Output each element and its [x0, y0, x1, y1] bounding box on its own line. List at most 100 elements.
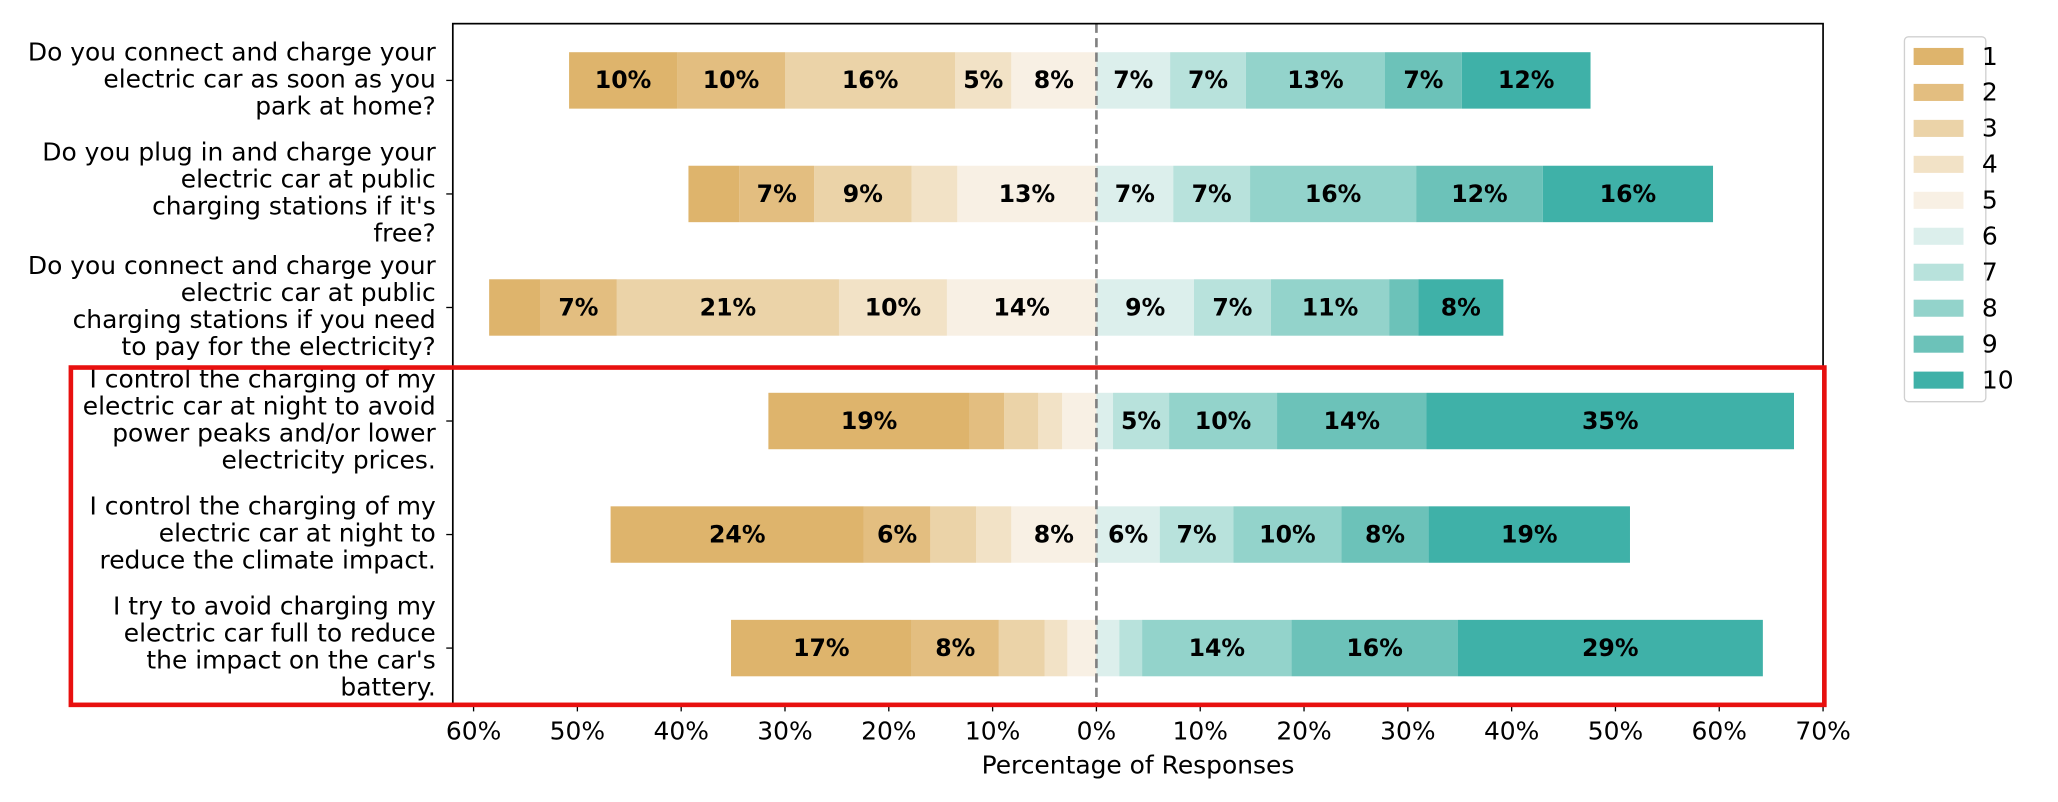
legend-label: 1 [1982, 42, 1998, 71]
x-tick-label: 10% [1173, 716, 1228, 745]
data-label: 16% [1305, 180, 1362, 208]
bar-segment [1418, 279, 1504, 336]
bar-segment [688, 165, 740, 223]
bar-segment [975, 506, 1012, 563]
bar-segment [1119, 619, 1143, 677]
bar-segment [540, 279, 617, 336]
data-label: 7% [1177, 520, 1217, 548]
bar-segment [1096, 506, 1160, 563]
data-label: 5% [963, 66, 1003, 94]
legend-label: 8 [1982, 294, 1998, 323]
bar-segment [1011, 506, 1097, 563]
bar-segment [784, 52, 956, 109]
legend-label: 7 [1982, 258, 1998, 287]
x-tick-label: 50% [1588, 716, 1643, 745]
bar-segment [1011, 52, 1097, 109]
data-label: 11% [1302, 293, 1359, 321]
bar-segment [739, 165, 815, 223]
data-label: 7% [1403, 66, 1443, 94]
legend-swatch [1913, 299, 1964, 317]
data-label: 29% [1582, 634, 1639, 662]
data-label: 8% [1034, 520, 1074, 548]
y-tick-label: I control the charging of my electric car… [90, 492, 436, 575]
x-tick-label: 30% [757, 716, 812, 745]
legend-label: 6 [1982, 222, 1998, 251]
data-label: 35% [1582, 407, 1639, 435]
bar-segment [1096, 279, 1194, 336]
data-label: 14% [1324, 407, 1381, 435]
bar-segment [1245, 52, 1385, 109]
bar-segment [1170, 52, 1246, 109]
data-label: 19% [841, 407, 898, 435]
data-label: 12% [1451, 180, 1508, 208]
data-label: 8% [1365, 520, 1405, 548]
legend-label: 3 [1982, 114, 1998, 143]
bar-segment [814, 165, 912, 223]
data-label: 10% [1195, 407, 1252, 435]
data-label: 9% [843, 180, 883, 208]
data-label: 7% [1212, 293, 1252, 321]
bar-segment [1389, 279, 1419, 336]
data-label: 14% [993, 293, 1050, 321]
data-label: 13% [999, 180, 1056, 208]
x-tick-label: 10% [965, 716, 1020, 745]
data-label: 7% [1115, 180, 1155, 208]
bar-segment [1159, 506, 1234, 563]
data-label: 24% [709, 520, 766, 548]
bar-segment [569, 52, 678, 109]
bar-segment [1096, 52, 1171, 109]
data-label: 6% [1108, 520, 1148, 548]
bar-segment [1341, 506, 1429, 563]
bar-segment [677, 52, 785, 109]
legend-swatch [1913, 191, 1964, 209]
legend-swatch [1913, 335, 1964, 353]
data-label: 7% [558, 293, 598, 321]
data-label: 7% [757, 180, 797, 208]
bar-segment [930, 506, 976, 563]
legend-label: 4 [1982, 150, 1998, 179]
data-label: 16% [1600, 180, 1657, 208]
legend-label: 10 [1982, 365, 2014, 394]
data-label: 10% [595, 66, 652, 94]
legend-label: 5 [1982, 186, 1998, 215]
data-label: 13% [1287, 66, 1344, 94]
legend-label: 2 [1982, 78, 1998, 107]
bar-segment [1542, 165, 1714, 223]
bar-segment [616, 279, 839, 336]
data-label: 12% [1498, 66, 1555, 94]
bar-segment [1062, 392, 1097, 450]
data-label: 8% [935, 634, 975, 662]
highlight-box [68, 365, 1827, 708]
bar-segment [1067, 619, 1097, 677]
bar-segment [863, 506, 931, 563]
legend-swatch [1913, 47, 1964, 65]
x-tick-label: 50% [550, 716, 605, 745]
bar-segment [489, 279, 541, 336]
data-label: 16% [1346, 634, 1403, 662]
bar-segment [911, 619, 999, 677]
x-tick-label: 30% [1380, 716, 1435, 745]
bar-segment [1142, 619, 1292, 677]
bar-segment [1428, 506, 1630, 563]
x-tick-label: 20% [1276, 716, 1331, 745]
bar-segment [955, 52, 1012, 109]
x-tick-label: 40% [1484, 716, 1539, 745]
data-label: 7% [1113, 66, 1153, 94]
bar-segment [1096, 165, 1174, 223]
data-label: 10% [703, 66, 760, 94]
bar-segment [1193, 279, 1271, 336]
bar-segment [1277, 392, 1427, 450]
data-label: 6% [877, 520, 917, 548]
legend: 1 2 3 4 5 6 7 8 9 10 [1903, 36, 2014, 403]
data-label: 8% [1441, 293, 1481, 321]
bar-segment [1038, 392, 1063, 450]
bar-segment [1270, 279, 1390, 336]
legend-swatch [1913, 83, 1964, 101]
bar-segment [1004, 392, 1039, 450]
data-label: 7% [1192, 180, 1232, 208]
bar-segment [731, 619, 912, 677]
bar-segment [610, 506, 864, 563]
legend-label: 9 [1982, 329, 1998, 358]
data-label: 17% [793, 634, 850, 662]
